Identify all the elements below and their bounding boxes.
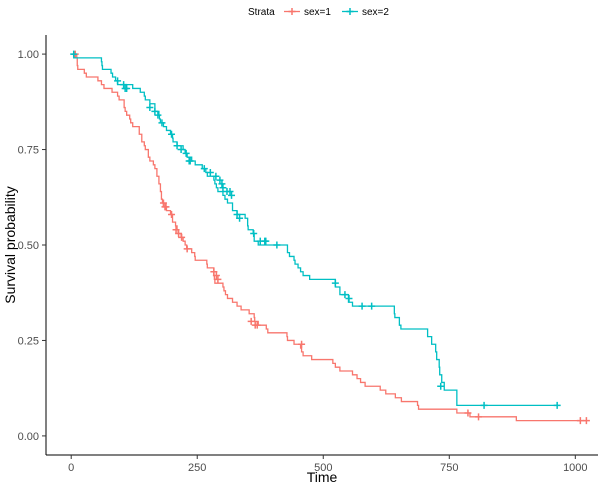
y-axis-title: Survival probability [2,186,18,304]
legend-item: sex=1 [284,7,331,18]
censor-mark [183,245,191,253]
censor-mark [298,340,306,348]
censor-mark [236,214,244,222]
censor-mark [120,81,128,89]
series-layer [70,50,590,425]
censor-mark [228,191,236,199]
censor-mark [206,168,214,176]
censor-mark [368,302,376,310]
censor-mark [186,157,194,165]
x-tick-label: 750 [440,462,458,474]
censor-mark [480,401,488,409]
censor-mark [576,417,584,425]
censor-mark [219,184,227,192]
legend-item: sex=2 [342,7,389,18]
censor-mark [475,413,483,421]
censor-mark [168,130,176,138]
censor-mark [253,321,261,329]
censor-mark [464,409,472,417]
censor-mark [177,146,185,154]
censor-mark [233,210,241,218]
censor-mark [216,176,224,184]
censor-mark [358,302,366,310]
censor-mark [154,111,162,119]
censor-mark [114,77,122,85]
legend: Strata sex=1 sex=2 [248,7,389,18]
survival-curve [71,53,558,407]
legend-key-marker [288,8,296,15]
y-tick-label: 0.00 [18,431,39,443]
legend-items: sex=1 sex=2 [284,7,389,18]
legend-title: Strata [248,7,275,18]
censor-mark [70,50,78,58]
censor-mark [200,165,208,173]
survival-curve [71,53,587,422]
censor-mark [158,119,166,127]
censor-mark [273,241,281,249]
censor-mark [173,142,181,150]
censor-mark [159,199,167,207]
x-axis-title: Time [307,469,338,485]
censor-mark [182,149,190,157]
legend-label: sex=2 [362,7,389,18]
y-tick-label: 0.25 [18,335,39,347]
x-tick-label: 250 [188,462,206,474]
censor-mark [250,230,258,238]
series-sex=2 [70,50,561,409]
y-tick-label: 0.75 [18,145,39,157]
censor-mark [210,268,218,276]
y-tick-label: 1.00 [18,49,39,61]
censor-mark [345,294,353,302]
x-tick-label: 1000 [563,462,587,474]
censor-mark [168,210,176,218]
censor-mark [437,382,445,390]
censor-mark [218,180,226,188]
censor-mark [151,107,159,115]
censor-mark [172,226,180,234]
censor-mark [175,230,183,238]
censor-mark [331,279,339,287]
censor-mark [212,272,220,280]
legend-key-marker [346,8,354,15]
series-sex=1 [71,50,590,425]
censor-mark [247,317,255,325]
censor-mark [162,203,170,211]
censor-mark [178,233,186,241]
censor-mark [582,417,590,425]
y-tick-label: 0.50 [18,240,39,252]
censor-mark [146,104,154,112]
censor-mark [212,172,220,180]
censor-mark [553,401,561,409]
censor-mark [341,291,349,299]
axes: 0 250 500 750 1000 0.00 0.25 0.50 0.75 1.00 [18,35,598,474]
legend-label: sex=1 [304,7,331,18]
censor-mark [226,188,234,196]
censor-mark [214,275,222,283]
censor-mark [262,237,270,245]
censor-mark [123,84,131,92]
x-tick-label: 500 [314,462,332,474]
x-tick-label: 0 [68,462,74,474]
